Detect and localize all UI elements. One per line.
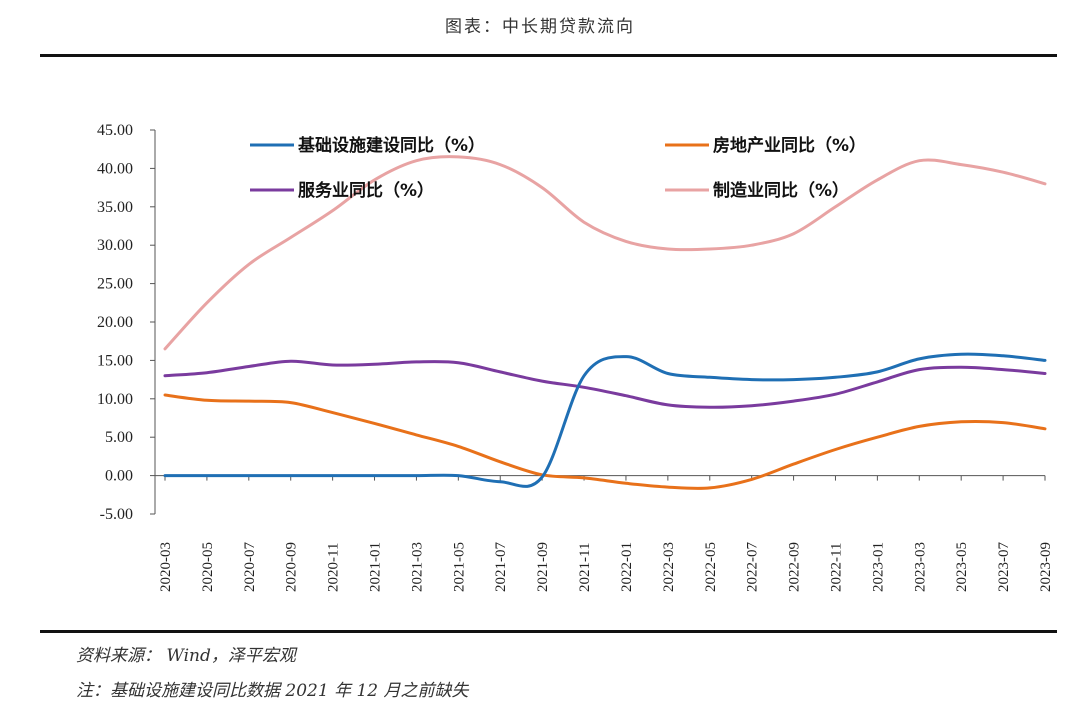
y-tick-label: 0.00	[105, 468, 133, 485]
x-tick-label: 2023-01	[870, 542, 886, 592]
legend: 基础设施建设同比（%） 房地产业同比（%） 服务业同比（%） 制造业同比（%）	[250, 135, 866, 201]
x-tick-label: 2020-05	[200, 542, 216, 592]
x-tick-label: 2021-03	[409, 542, 425, 592]
y-tick-label: 35.00	[97, 199, 133, 216]
x-tick-label: 2020-03	[158, 542, 174, 592]
y-tick-label: 10.00	[97, 391, 133, 408]
x-tick-label: 2023-09	[1038, 542, 1054, 592]
x-tick-label: 2022-03	[661, 542, 677, 592]
x-tick-label: 2022-01	[619, 542, 635, 592]
x-tick-label: 2021-09	[535, 542, 551, 592]
axes-layer: 45.00 40.00 35.00 30.00 25.00 20.00 15.00 10.00…	[97, 122, 1054, 592]
line-chart: 45.00 40.00 35.00 30.00 25.00 20.00 15.00 10.00…	[97, 122, 1054, 592]
x-tick-label: 2022-05	[703, 542, 719, 592]
series-line-1	[163, 352, 1047, 488]
x-tick-label: 2021-01	[368, 542, 384, 592]
series-layer	[163, 155, 1047, 490]
series-line-2	[163, 393, 1047, 490]
figure-title: 图表：中长期贷款流向	[445, 17, 635, 37]
legend-label: 基础设施建设同比（%）	[297, 135, 485, 156]
y-tick-label: 5.00	[105, 429, 133, 446]
top-rule	[40, 54, 1057, 57]
y-tick-label: 25.00	[97, 276, 133, 293]
x-tick-label: 2020-11	[326, 543, 342, 592]
y-tick-label: 30.00	[97, 237, 133, 254]
legend-label: 制造业同比（%）	[713, 180, 849, 201]
x-tick-label: 2023-07	[996, 542, 1012, 592]
x-tick-label: 2021-07	[493, 542, 509, 592]
x-tick-label: 2021-05	[451, 542, 467, 592]
x-tick-label: 2023-05	[954, 542, 970, 592]
y-tick-label: 15.00	[97, 352, 133, 369]
x-tick-label: 2021-11	[577, 543, 593, 592]
x-tick-label: 2022-09	[787, 542, 803, 592]
x-tick-label: 2023-03	[912, 542, 928, 592]
x-tick-label: 2020-09	[284, 542, 300, 592]
x-tick-label: 2022-07	[745, 542, 761, 592]
source-note: 资料来源： Wind，泽平宏观	[76, 646, 296, 666]
legend-label: 房地产业同比（%）	[713, 135, 866, 156]
series-line-4	[163, 155, 1047, 351]
x-tick-label: 2020-07	[242, 542, 258, 592]
footnote: 注：基础设施建设同比数据 2021 年 12 月之前缺失	[76, 681, 469, 701]
y-tick-label: 20.00	[97, 314, 133, 331]
legend-label: 服务业同比（%）	[298, 180, 434, 201]
x-tick-label: 2022-11	[828, 543, 844, 592]
y-tick-label: -5.00	[100, 506, 133, 523]
series-line-3	[163, 359, 1047, 409]
y-tick-label: 40.00	[97, 160, 133, 177]
bottom-rule	[40, 630, 1057, 633]
y-tick-label: 45.00	[97, 122, 133, 139]
